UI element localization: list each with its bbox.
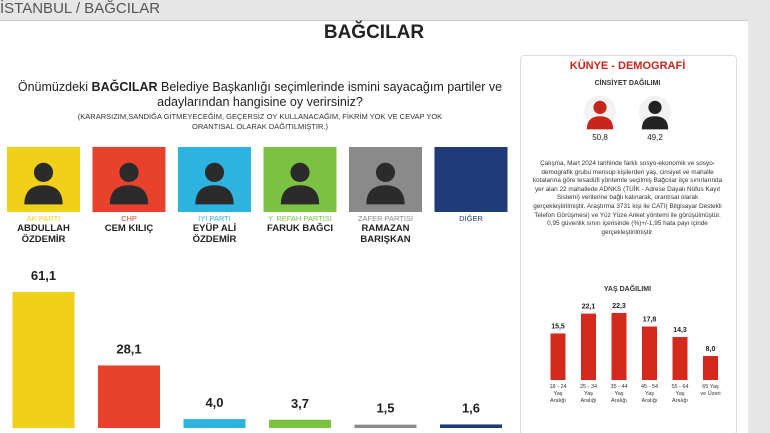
party-label: AK PARTİ	[26, 214, 61, 223]
value-label: 4,0	[205, 395, 223, 410]
bar	[550, 333, 566, 380]
silhouette-body	[586, 116, 614, 130]
chart-title: CİNSİYET DAĞILIMI	[594, 80, 661, 87]
question-note: (KARARSIZIM,SANDIĞA GİTMEYECEĞİM, GEÇERS…	[77, 112, 443, 131]
bar	[98, 365, 160, 428]
value-label: 1,6	[462, 400, 480, 415]
value-label: 61,1	[31, 268, 56, 283]
silhouette-head	[290, 162, 310, 182]
x-tick-label: 25 - 34 Yaş Aralığı	[579, 384, 598, 404]
silhouette-head	[119, 162, 139, 182]
value-label: 50,8	[592, 133, 608, 142]
value-label: 3,7	[291, 396, 309, 411]
location: İSTANBUL / BAĞCILAR	[0, 0, 161, 17]
x-tick-label: 35 - 44 Yaş Aralığı	[610, 384, 628, 404]
kunye-method: Çalışma, Mart 2024 tarihinde farklı sosy…	[532, 160, 723, 236]
party-label: ZAFER PARTİSİ	[357, 214, 414, 223]
question: Önümüzdeki BAĞCILAR Belediye Başkanlığı …	[10, 80, 510, 110]
bar	[354, 424, 417, 428]
silhouette-body	[366, 185, 405, 205]
candidate-photo	[434, 147, 508, 212]
candidate-name: RAMAZAN BARIŞKAN	[360, 223, 411, 245]
party-label: İYİ PARTİ	[198, 214, 231, 223]
value-label: 28,1	[116, 341, 141, 356]
chart-title: YAŞ DAĞILIMI	[603, 286, 652, 293]
silhouette-body	[195, 185, 234, 205]
bar	[581, 313, 596, 380]
value-label: 1,5	[376, 401, 394, 416]
value-label: 14,3	[673, 327, 687, 334]
bar	[12, 292, 75, 428]
silhouette-head	[593, 100, 607, 114]
silhouette-body	[641, 116, 669, 130]
silhouette-head	[204, 162, 225, 182]
silhouette-body	[109, 185, 149, 205]
value-label: 8,0	[706, 346, 716, 353]
candidate-name: CEM KILIÇ	[104, 223, 154, 234]
party-label: DİĞER	[459, 214, 483, 223]
question-text: Önümüzdeki	[17, 80, 89, 94]
question-bold: BAĞCILAR	[91, 80, 158, 94]
x-tick-label: 45 - 54 Yaş Aralığı	[640, 384, 659, 404]
bar	[269, 419, 331, 428]
bar	[440, 424, 502, 428]
silhouette-body	[24, 185, 63, 205]
x-tick-label: 65 Yaş ve Üzeri	[700, 384, 721, 397]
bar	[611, 313, 627, 380]
kunye-box	[520, 55, 737, 433]
x-tick-label: 18 - 24 Yaş Aralığı	[549, 384, 567, 404]
bar	[703, 355, 718, 380]
silhouette-head	[33, 162, 54, 182]
party-label: CHP	[121, 214, 137, 223]
kunye-title: KÜNYE - DEMOGRAFİ	[569, 60, 686, 72]
title: BAĞCILAR	[323, 22, 425, 43]
value-label: 15,5	[551, 323, 565, 330]
value-label: 22,3	[612, 303, 626, 310]
silhouette-body	[280, 185, 320, 205]
question-text: Belediye Başkanlığı seçimlerinde ismini …	[157, 80, 503, 109]
bar	[642, 326, 657, 380]
value-label: 17,8	[643, 317, 657, 324]
bar	[672, 337, 688, 380]
value-label: 49,2	[647, 133, 663, 142]
silhouette-head	[375, 162, 396, 182]
candidate-name: ABDULLAH ÖZDEMİR	[17, 223, 70, 245]
silhouette-head	[648, 100, 662, 114]
bar	[183, 419, 246, 428]
candidate-name: EYÜP ALİ ÖZDEMİR	[192, 223, 237, 245]
x-tick-label: 55 - 64 Yaş Aralığı	[671, 384, 689, 404]
value-label: 22,1	[582, 304, 596, 311]
candidate-name: FARUK BAĞCI	[267, 223, 333, 234]
party-label: Y. REFAH PARTİSİ	[268, 214, 332, 223]
